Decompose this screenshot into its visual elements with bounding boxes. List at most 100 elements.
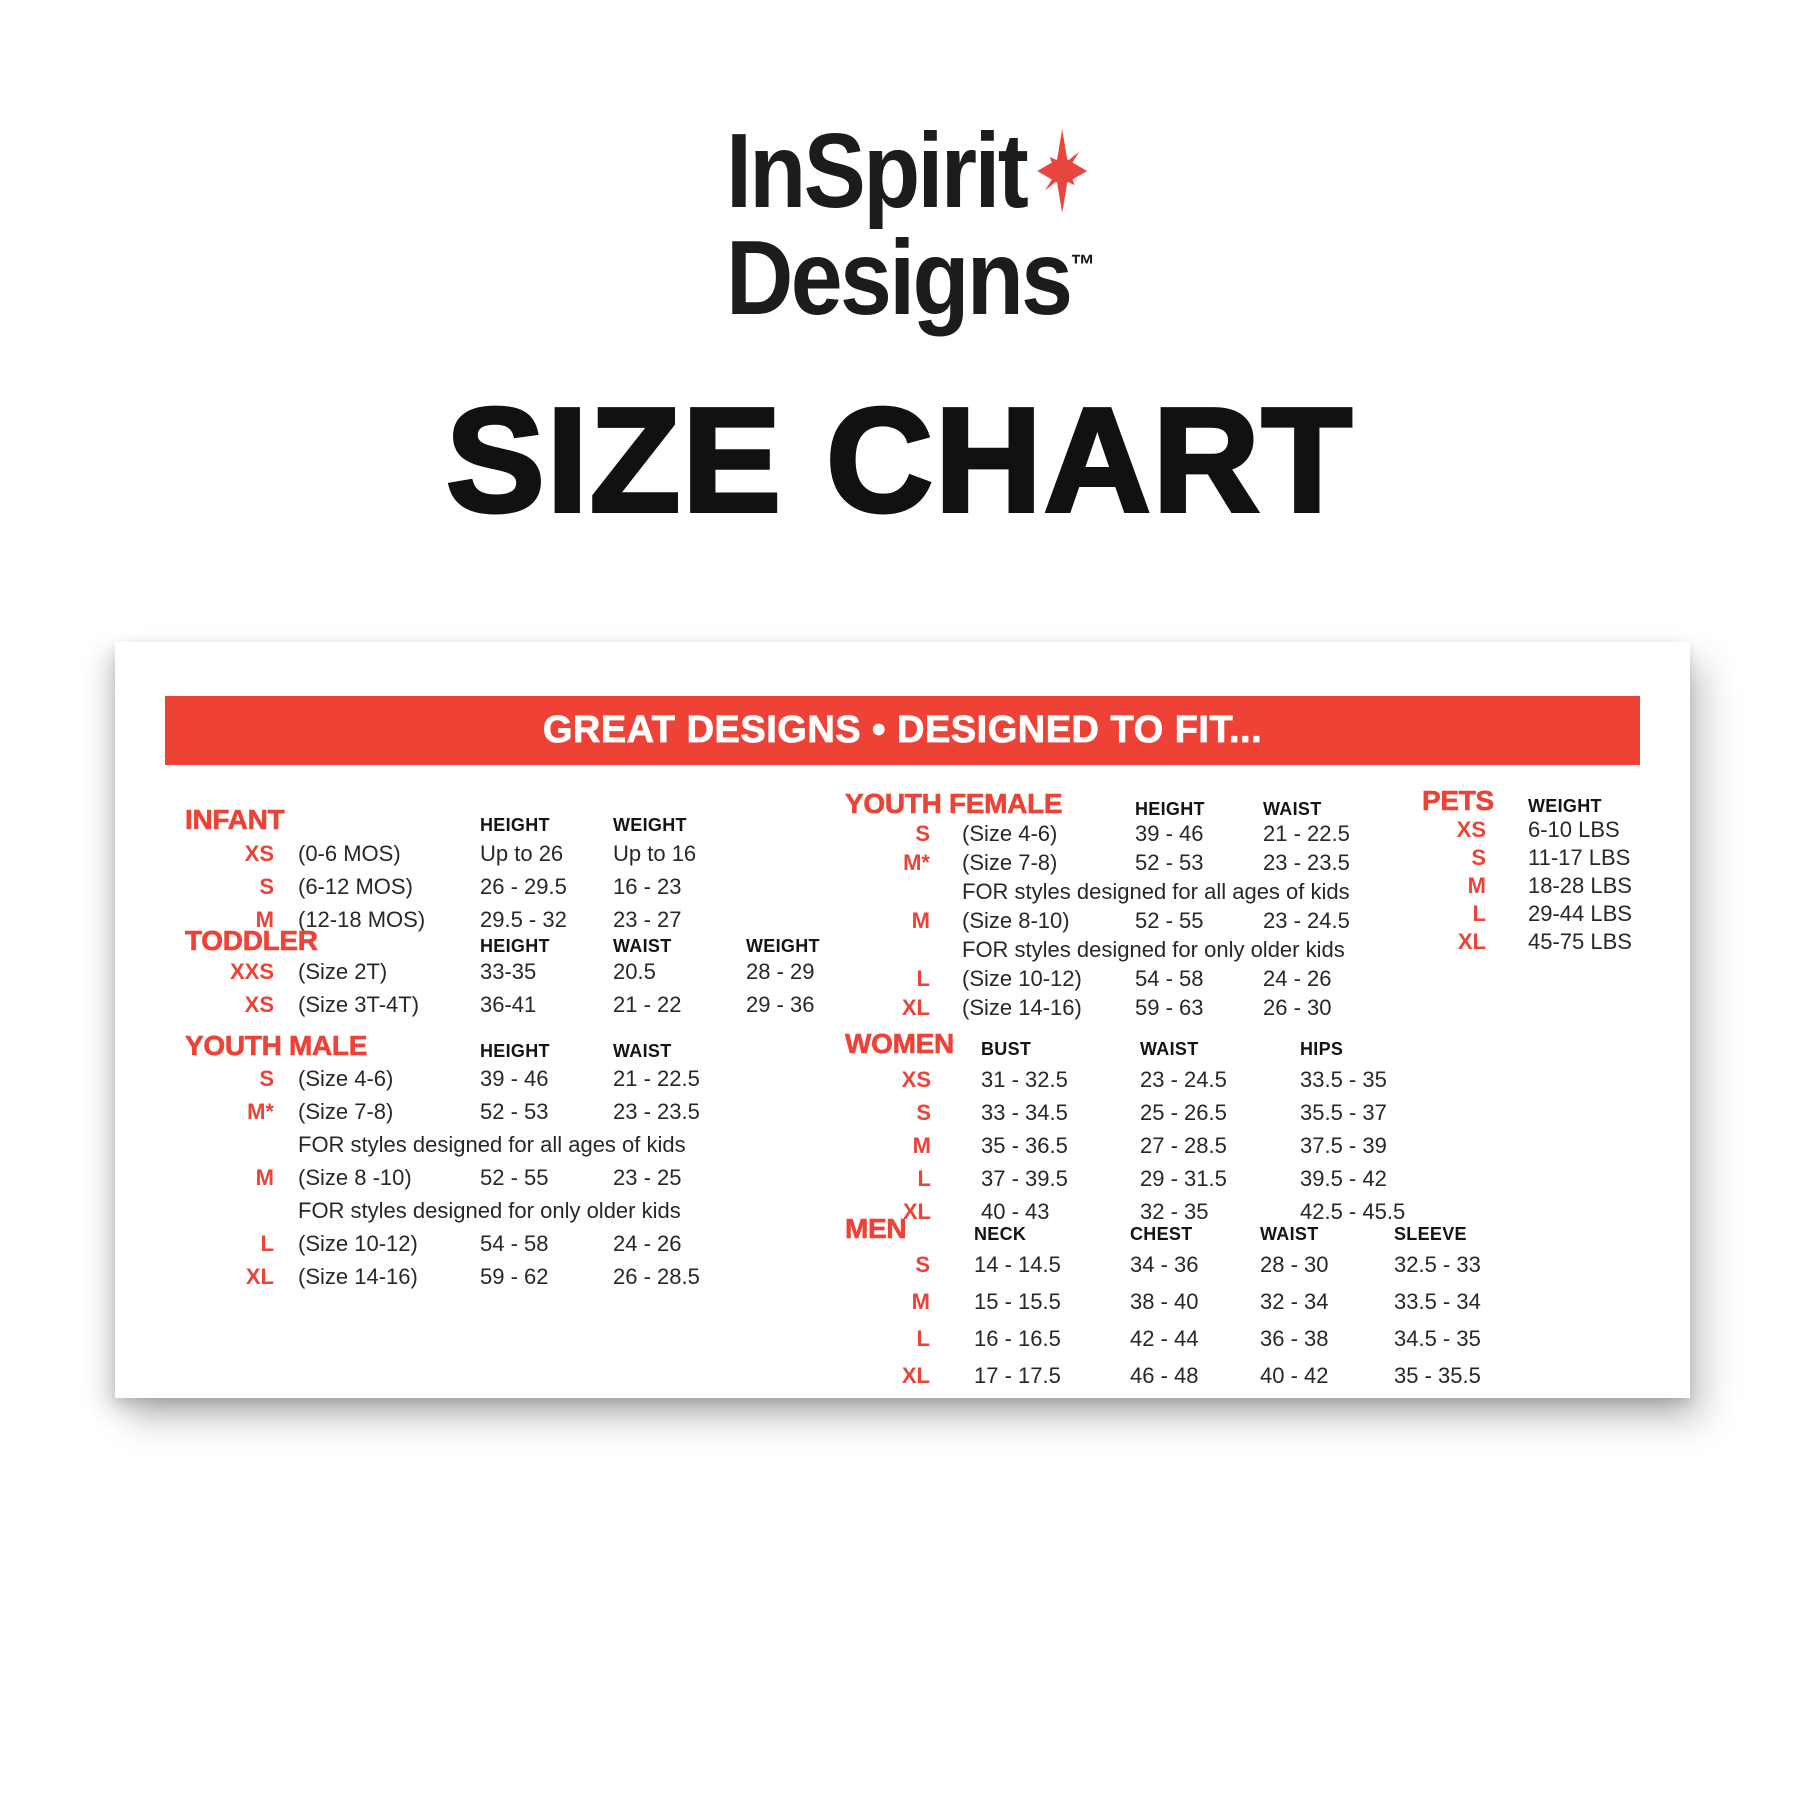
- section-pets: PETS WEIGHT XS 6-10 LBS S 11-17 LBS M 18-28 LBS…: [1422, 785, 1668, 957]
- size-label: XL: [902, 1199, 931, 1224]
- size-value: 20.5: [613, 959, 656, 984]
- column-header: WEIGHT: [1528, 796, 1602, 816]
- size-desc: (Size 14-16): [962, 995, 1082, 1020]
- column-header: HEIGHT: [480, 936, 550, 956]
- size-value: 38 - 40: [1130, 1289, 1199, 1314]
- size-value: 14 - 14.5: [974, 1252, 1061, 1277]
- size-value: 16 - 16.5: [974, 1326, 1061, 1351]
- size-value: 33.5 - 35: [1300, 1067, 1387, 1092]
- page-title: SIZE CHART: [444, 378, 1354, 543]
- size-label: S: [1471, 845, 1486, 870]
- size-value: 21 - 22.5: [1263, 821, 1350, 846]
- size-value: 40 - 43: [981, 1199, 1050, 1224]
- size-value: 23 - 23.5: [613, 1099, 700, 1124]
- section-men: MEN NECK CHEST WAIST SLEEVE S 14 - 14.5 34 - 36…: [845, 1213, 1528, 1400]
- size-note: FOR styles designed for all ages of kids: [298, 1132, 686, 1157]
- size-value: 35 - 36.5: [981, 1133, 1068, 1158]
- column-header: HEIGHT: [1135, 799, 1205, 819]
- column-header: WEIGHT: [613, 815, 687, 835]
- size-value: 24 - 26: [1263, 966, 1332, 991]
- column-header: WAIST: [1263, 799, 1322, 819]
- banner: GREAT DESIGNS • DESIGNED TO FIT...: [165, 696, 1640, 765]
- column-header: WAIST: [1260, 1224, 1319, 1244]
- size-value: 32 - 34: [1260, 1289, 1329, 1314]
- size-value: 34 - 36: [1130, 1252, 1199, 1277]
- size-value: 29 - 36: [746, 992, 815, 1017]
- size-value: 34.5 - 35: [1394, 1326, 1481, 1351]
- size-label: XL: [901, 1363, 930, 1388]
- size-label: XS: [1456, 817, 1486, 842]
- size-label: L: [1472, 901, 1486, 926]
- section-title: WOMEN: [845, 1028, 955, 1060]
- size-label: L: [260, 1231, 274, 1256]
- column-header: HIPS: [1300, 1039, 1344, 1059]
- size-value: 26 - 29.5: [480, 874, 567, 899]
- size-value: 23 - 25: [613, 1165, 682, 1190]
- section-title: MEN: [845, 1213, 907, 1245]
- size-label: S: [915, 821, 930, 846]
- section-youth-female: YOUTH FEMALE HEIGHT WAIST S (Size 4-6) 39 - 4…: [845, 788, 1390, 1024]
- size-label: M: [911, 1289, 930, 1314]
- size-label: M*: [903, 850, 930, 875]
- column-header: HEIGHT: [480, 815, 550, 835]
- section-title: PETS: [1422, 785, 1495, 817]
- size-desc: (Size 4-6): [962, 821, 1058, 846]
- section-title: INFANT: [185, 804, 285, 836]
- size-value: 16 - 23: [613, 874, 682, 899]
- size-desc: (Size 7-8): [962, 850, 1058, 875]
- size-value: 23 - 23.5: [1263, 850, 1350, 875]
- section-title: TODDLER: [185, 925, 319, 957]
- size-value: 25 - 26.5: [1140, 1100, 1227, 1125]
- size-desc: (Size 3T-4T): [298, 992, 420, 1017]
- size-note: FOR styles designed for only older kids: [298, 1198, 681, 1223]
- size-label: L: [916, 966, 930, 991]
- size-value: 37 - 39.5: [981, 1166, 1068, 1191]
- logo-line-1: InSpirit: [726, 118, 1095, 224]
- size-label: L: [916, 1326, 930, 1351]
- size-label: S: [916, 1100, 931, 1125]
- size-value: 36-41: [480, 992, 537, 1017]
- size-value: 24 - 26: [613, 1231, 682, 1256]
- size-desc: (12-18 MOS): [298, 907, 426, 932]
- size-desc: (Size 14-16): [298, 1264, 418, 1289]
- column-header: BUST: [981, 1039, 1032, 1059]
- column-header: SLEEVE: [1394, 1224, 1467, 1244]
- size-value: 32 - 35: [1140, 1199, 1209, 1224]
- size-value: 11-17 LBS: [1528, 845, 1631, 870]
- size-desc: (Size 4-6): [298, 1066, 394, 1091]
- size-chart-card: GREAT DESIGNS • DESIGNED TO FIT... INFAN…: [115, 642, 1690, 1398]
- column-header: WAIST: [613, 1041, 672, 1061]
- size-label: XL: [1457, 929, 1486, 954]
- size-value: 39 - 46: [1135, 821, 1204, 846]
- size-value: 52 - 55: [480, 1165, 549, 1190]
- size-label: XL: [245, 1264, 274, 1289]
- size-desc: (Size 8-10): [962, 908, 1070, 933]
- size-label: XS: [901, 1067, 931, 1092]
- size-value: 28 - 29: [746, 959, 815, 984]
- size-value: 23 - 24.5: [1140, 1067, 1227, 1092]
- size-desc: (Size 8 -10): [298, 1165, 412, 1190]
- size-value: 37.5 - 39: [1300, 1133, 1387, 1158]
- size-value: 23 - 27: [613, 907, 682, 932]
- sparkle-star-icon: [1037, 129, 1088, 213]
- section-women: WOMEN BUST WAIST HIPS XS 31 - 32.5 23 - 24.5 33…: [845, 1028, 1446, 1232]
- size-label: XS: [244, 841, 274, 866]
- section-infant: INFANT HEIGHT WEIGHT XS (0-6 MOS) Up to 26 Up …: [185, 804, 746, 940]
- size-value: 31 - 32.5: [981, 1067, 1068, 1092]
- size-value: 42 - 44: [1130, 1326, 1199, 1351]
- size-value: 26 - 30: [1263, 995, 1332, 1020]
- column-header: WEIGHT: [746, 936, 820, 956]
- size-value: Up to 16: [613, 841, 697, 866]
- brand-logo: InSpirit Designs™: [726, 118, 1096, 331]
- size-value: 45-75 LBS: [1528, 929, 1632, 954]
- section-youth-male: YOUTH MALE HEIGHT WAIST S (Size 4-6) 39 - 46 2…: [185, 1030, 746, 1297]
- trademark-symbol: ™: [1070, 249, 1096, 280]
- size-desc: (Size 2T): [298, 959, 388, 984]
- column-header: CHEST: [1130, 1224, 1193, 1244]
- section-title: YOUTH MALE: [185, 1030, 368, 1062]
- size-desc: (Size 10-12): [298, 1231, 418, 1256]
- section-title: YOUTH FEMALE: [845, 788, 1063, 820]
- size-value: 27 - 28.5: [1140, 1133, 1227, 1158]
- size-label: XXS: [229, 959, 274, 984]
